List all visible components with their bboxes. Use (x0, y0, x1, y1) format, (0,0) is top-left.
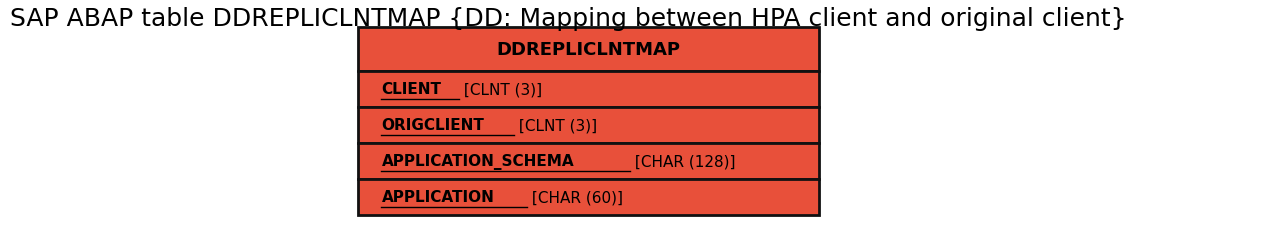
Text: CLIENT: CLIENT (381, 82, 442, 97)
Text: SAP ABAP table DDREPLICLNTMAP {DD: Mapping between HPA client and original clien: SAP ABAP table DDREPLICLNTMAP {DD: Mappi… (10, 7, 1126, 31)
Text: ORIGCLIENT: ORIGCLIENT (381, 118, 484, 133)
Bar (358, 143, 819, 179)
Text: [CLNT (3)]: [CLNT (3)] (458, 82, 541, 97)
Bar (358, 28, 819, 72)
Bar (358, 107, 819, 143)
Text: DDREPLICLNTMAP: DDREPLICLNTMAP (497, 41, 681, 59)
Bar (358, 72, 819, 107)
Text: APPLICATION: APPLICATION (381, 189, 494, 204)
Text: APPLICATION_SCHEMA: APPLICATION_SCHEMA (381, 153, 573, 169)
Text: [CHAR (60)]: [CHAR (60)] (527, 189, 623, 204)
Text: [CHAR (128)]: [CHAR (128)] (630, 154, 736, 169)
Text: [CLNT (3)]: [CLNT (3)] (515, 118, 598, 133)
Bar (358, 179, 819, 215)
